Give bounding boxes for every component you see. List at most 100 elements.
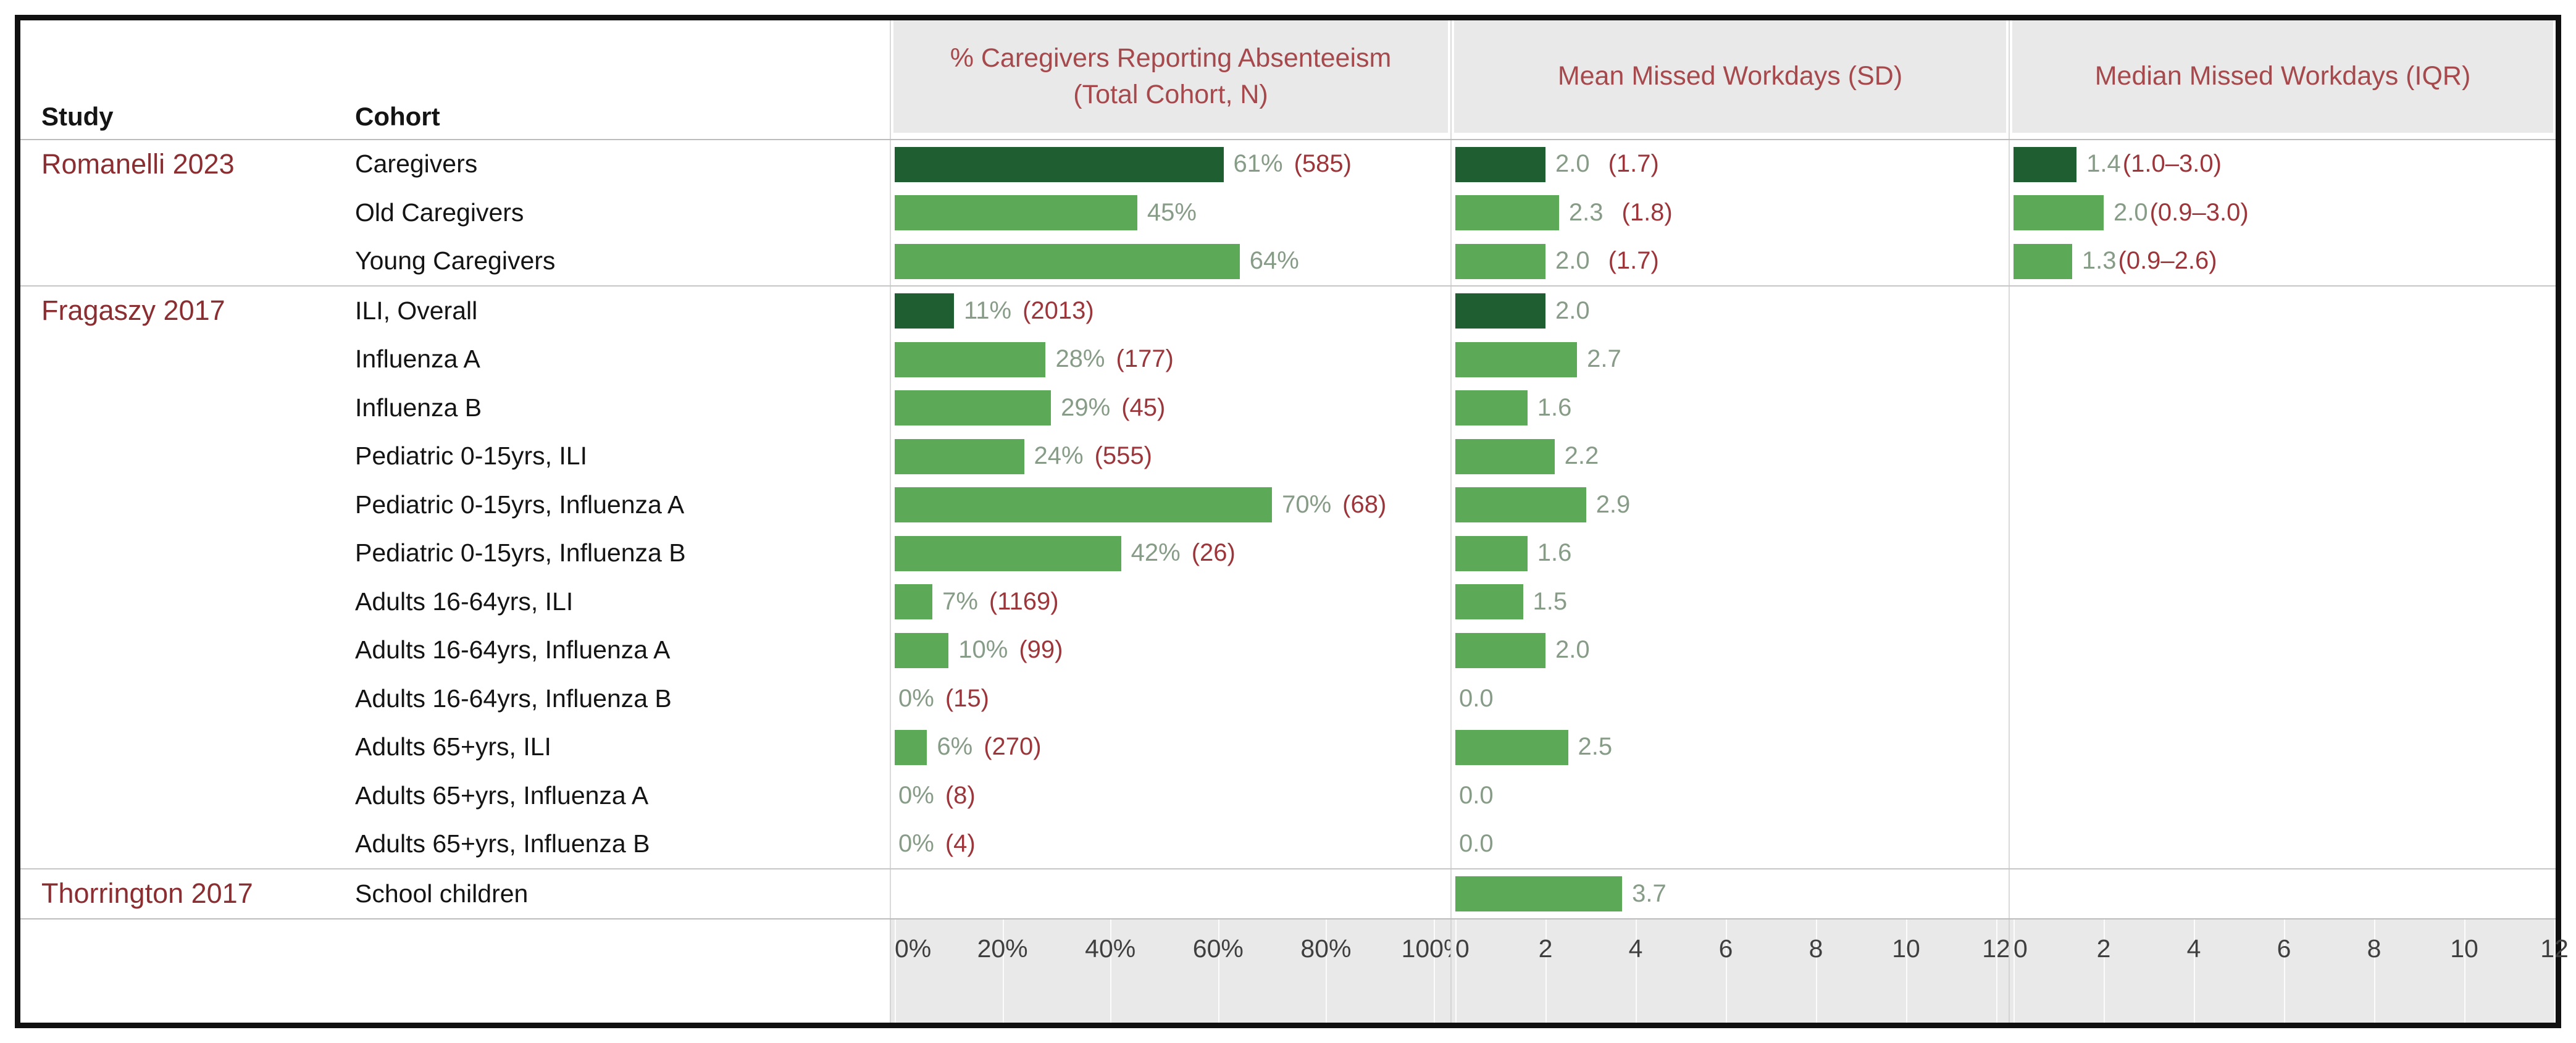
report-table: Study Cohort % Caregivers Reporting Abse… — [20, 20, 2569, 1023]
axis-tick-label: 8 — [1809, 934, 1823, 963]
axis-tick-mark — [1816, 919, 1817, 1023]
bar-pct[interactable] — [895, 146, 1224, 182]
axis-tick-mark — [1002, 919, 1004, 1023]
pct-paren-label: (2013) — [1022, 296, 1094, 324]
cohort-label: Adults 16-64yrs, ILI — [355, 587, 574, 616]
cohort-label: Adults 65+yrs, ILI — [355, 732, 551, 761]
chart-cell-median — [2009, 626, 2556, 675]
bar-mean[interactable] — [1455, 341, 1578, 377]
axis-tick-mark — [1218, 919, 1219, 1023]
axis-mean-workdays: 0 2 4 6 8 10 12 — [1450, 919, 2010, 1023]
chart-cell-mean: 1.6 — [1450, 383, 2009, 432]
bar-pct[interactable] — [895, 729, 927, 765]
chart-cell-pct: 0% (15) — [890, 674, 1450, 723]
table-row: Thorrington 2017 School children 3.7 — [20, 868, 2556, 918]
median-value-label: 1.3 — [2081, 247, 2117, 275]
panel-header-pct-absenteeism: % Caregivers Reporting Absenteeism (Tota… — [890, 20, 1450, 139]
mean-paren-label: (1.7) — [1608, 247, 1659, 275]
header-row: Study Cohort % Caregivers Reporting Abse… — [20, 20, 2556, 140]
mean-value-label: 1.6 — [1537, 539, 1572, 567]
axis-tick-label: 80% — [1300, 934, 1352, 963]
mean-value-labels: 2.3 (1.8) — [1569, 188, 1673, 237]
bar-median[interactable] — [2014, 146, 2077, 182]
table-row: Adults 65+yrs, Influenza A 0% (8) 0.0 — [20, 771, 2556, 820]
pct-value-labels: 0% (15) — [898, 674, 989, 723]
bar-mean[interactable] — [1455, 293, 1545, 329]
study-label — [20, 529, 335, 578]
chart-cell-median — [2009, 287, 2556, 335]
study-label — [20, 626, 335, 675]
pct-value-labels: 24% (555) — [1034, 432, 1152, 481]
pct-value-label: 6% — [937, 733, 973, 761]
table-row: Adults 16-64yrs, Influenza B 0% (15) 0.0 — [20, 674, 2556, 723]
bar-pct[interactable] — [895, 584, 933, 620]
cohort-label: Caregivers — [355, 149, 478, 178]
chart-cell-median — [2009, 383, 2556, 432]
bar-pct[interactable] — [895, 632, 949, 668]
bar-mean[interactable] — [1455, 438, 1555, 474]
bar-mean[interactable] — [1455, 195, 1559, 231]
bar-pct[interactable] — [895, 487, 1273, 523]
pct-value-label: 61% — [1233, 150, 1283, 178]
bar-median[interactable] — [2014, 195, 2104, 231]
chart-cell-mean: 0.0 — [1450, 819, 2009, 869]
cohort-label: Adults 16-64yrs, Influenza A — [355, 635, 671, 664]
bar-pct[interactable] — [895, 390, 1052, 426]
axis-tick-label: 10 — [2450, 934, 2478, 963]
axis-blank-study — [20, 919, 335, 1023]
bar-median[interactable] — [2014, 243, 2072, 279]
bar-mean[interactable] — [1455, 146, 1545, 182]
bar-pct[interactable] — [895, 535, 1121, 571]
chart-cell-pct: 28% (177) — [890, 335, 1450, 384]
bar-pct[interactable] — [895, 243, 1240, 279]
pct-paren-label: (99) — [1019, 636, 1063, 664]
bar-mean[interactable] — [1455, 535, 1528, 571]
pct-paren-label: (45) — [1121, 393, 1166, 421]
bar-mean[interactable] — [1455, 243, 1545, 279]
axis-tick-label: 4 — [1628, 934, 1643, 963]
axis-tick-label: 0% — [895, 934, 932, 963]
bar-mean[interactable] — [1455, 487, 1586, 523]
chart-cell-mean: 3.7 — [1450, 869, 2009, 918]
bar-mean[interactable] — [1455, 729, 1568, 765]
bar-pct[interactable] — [895, 293, 955, 329]
cohort-label: Adults 65+yrs, Influenza B — [355, 829, 650, 858]
panel-title-pct-line1: % Caregivers Reporting Absenteeism — [950, 43, 1392, 73]
axis-tick-label: 4 — [2186, 934, 2201, 963]
cohort-column-header-label: Cohort — [355, 101, 440, 131]
chart-cell-mean: 2.0 — [1450, 626, 2009, 675]
chart-cell-median: 1.4 (1.0–3.0) — [2009, 140, 2556, 189]
mean-value-label: 2.3 — [1568, 198, 1604, 226]
study-label — [20, 237, 335, 286]
pct-value-labels: 29% (45) — [1061, 383, 1165, 432]
mean-value-label: 2.5 — [1578, 733, 1613, 761]
bar-pct[interactable] — [895, 438, 1024, 474]
mean-value-labels: 0.0 — [1459, 771, 1494, 820]
mean-value-labels: 0.0 — [1459, 674, 1494, 723]
bar-mean[interactable] — [1455, 632, 1545, 668]
bar-mean[interactable] — [1455, 390, 1528, 426]
cohort-label: Pediatric 0-15yrs, Influenza B — [355, 538, 686, 568]
pct-paren-label: (585) — [1294, 150, 1352, 178]
pct-value-label: 70% — [1282, 490, 1332, 518]
pct-value-labels: 0% (4) — [898, 820, 976, 869]
table-row: Romanelli 2023 Caregivers 61% (585) 2.0 (1.7)… — [20, 140, 2556, 189]
bar-mean[interactable] — [1455, 876, 1623, 912]
study-label — [20, 383, 335, 432]
axis-tick-label: 40% — [1085, 934, 1136, 963]
chart-cell-median — [2009, 819, 2556, 869]
median-value-label: 1.4 — [2086, 150, 2121, 178]
bar-pct[interactable] — [895, 195, 1137, 231]
bar-mean[interactable] — [1455, 584, 1523, 620]
chart-cell-median — [2009, 577, 2556, 626]
panel-header-mean-band: Mean Missed Workdays (SD) — [1454, 20, 2006, 133]
bar-pct[interactable] — [895, 341, 1046, 377]
study-label: Thorrington 2017 — [41, 878, 253, 910]
chart-cell-pct: 64% — [890, 237, 1450, 286]
axis-row: 0% 20% 40% 60% 80% 100% 0 2 4 6 8 10 12 0 2 4 6 8 10 12 — [20, 918, 2569, 1023]
mean-value-label: 1.5 — [1533, 587, 1568, 615]
mean-value-label: 0.0 — [1459, 830, 1494, 858]
table-row: Influenza A 28% (177) 2.7 — [20, 335, 2556, 384]
axis-tick-mark — [1326, 919, 1328, 1023]
panel-title-mean: Mean Missed Workdays (SD) — [1557, 61, 1903, 91]
